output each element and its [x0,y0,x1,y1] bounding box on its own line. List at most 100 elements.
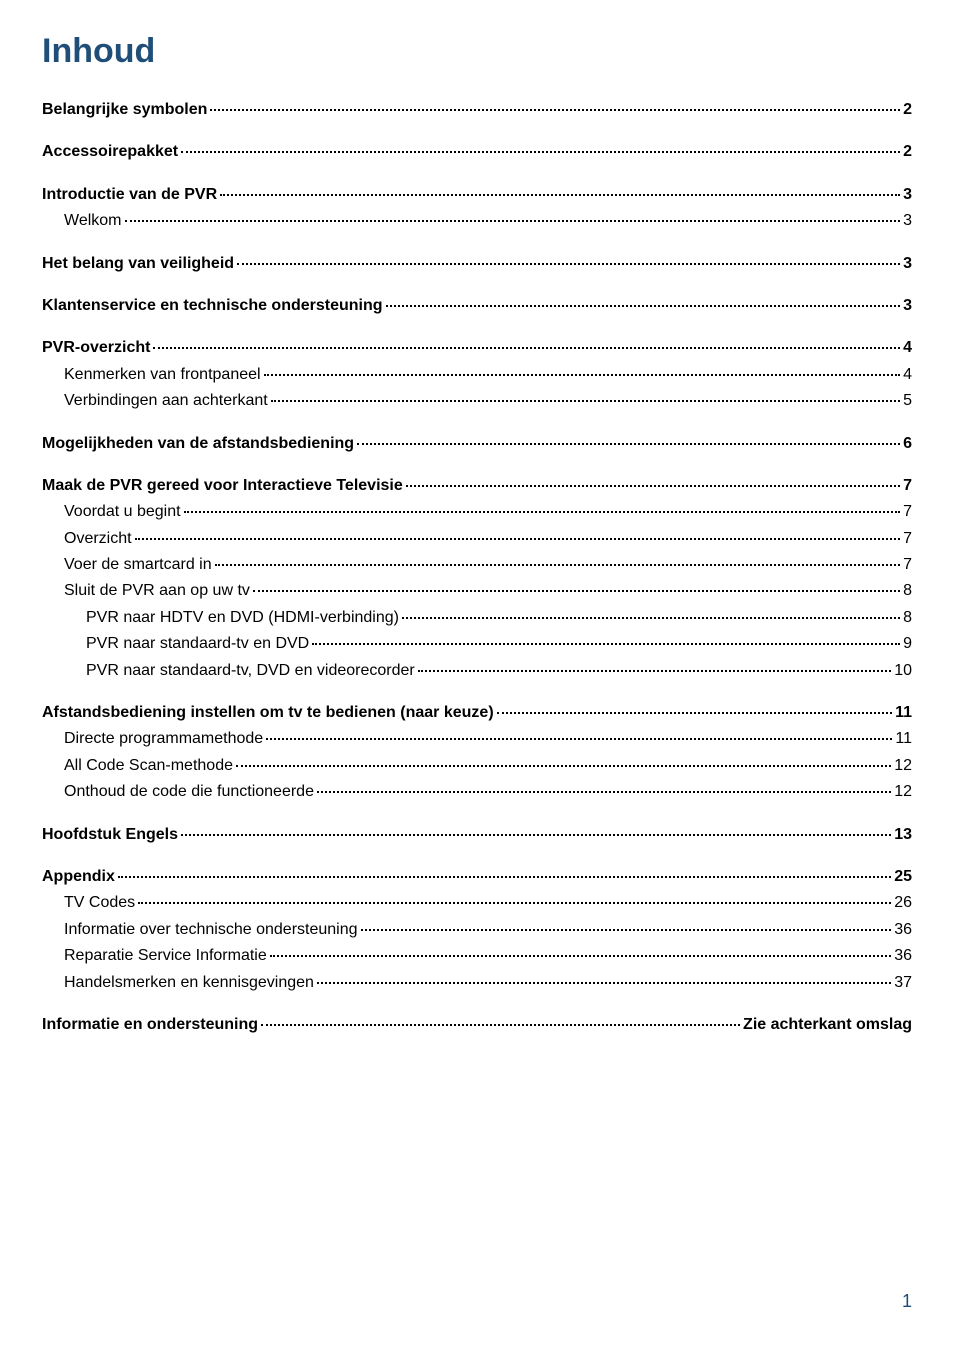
toc-entry-page: 9 [903,633,912,655]
toc-entry-label: Appendix [42,866,115,888]
toc-entry: Accessoirepakket 2 [42,141,912,163]
toc-entry-page: 11 [895,702,912,724]
toc-leader-dots [271,400,900,402]
toc-entry: Voer de smartcard in 7 [42,554,912,576]
toc-entry-page: 7 [903,554,912,576]
toc-entry-label: Voer de smartcard in [64,554,212,576]
page-number: 1 [902,1291,912,1312]
toc-entry-label: Klantenservice en technische ondersteuni… [42,295,383,317]
toc-entry-page: 2 [903,99,912,121]
toc-leader-dots [317,982,891,984]
toc-entry-page: 2 [903,141,912,163]
toc-entry: Handelsmerken en kennisgevingen37 [42,972,912,994]
toc-entry: Maak de PVR gereed voor Interactieve Tel… [42,475,912,497]
toc-leader-dots [406,485,900,487]
toc-entry: PVR naar standaard-tv, DVD en videorecor… [42,660,912,682]
toc-leader-dots [181,151,900,153]
toc-entry-page: 25 [894,866,912,888]
toc-entry-page: 36 [894,919,912,941]
toc-entry-label: Maak de PVR gereed voor Interactieve Tel… [42,475,403,497]
toc-entry-label: TV Codes [64,892,135,914]
toc-entry-page: 3 [903,184,912,206]
toc-entry-label: Verbindingen aan achterkant [64,390,268,412]
toc-entry-label: Sluit de PVR aan op uw tv [64,580,250,602]
toc-entry-label: Accessoirepakket [42,141,178,163]
toc-entry-page: 36 [894,945,912,967]
toc-leader-dots [184,511,901,513]
toc-leader-dots [125,220,901,222]
toc-entry-label: PVR naar standaard-tv en DVD [86,633,309,655]
toc-entry-label: All Code Scan-methode [64,755,233,777]
toc-entry-page: 3 [903,295,912,317]
toc-leader-dots [357,443,900,445]
toc-entry-page: 4 [903,337,912,359]
toc-leader-dots [135,538,901,540]
toc-leader-dots [138,902,891,904]
toc-entry-page: 7 [903,475,912,497]
toc-leader-dots [264,374,901,376]
page-title: Inhoud [42,32,912,71]
toc-entry-label: Mogelijkheden van de afstandsbediening [42,433,354,455]
toc-entry-label: Afstandsbediening instellen om tv te bed… [42,702,494,724]
toc-entry: Afstandsbediening instellen om tv te bed… [42,702,912,724]
toc-entry: Appendix 25 [42,866,912,888]
toc-entry: Informatie en ondersteuning Zie achterka… [42,1014,912,1036]
toc-entry-page: 26 [894,892,912,914]
toc-leader-dots [270,955,891,957]
toc-leader-dots [312,643,900,645]
toc-entry: Mogelijkheden van de afstandsbediening 6 [42,433,912,455]
toc-entry: PVR-overzicht 4 [42,337,912,359]
toc-entry: Overzicht7 [42,528,912,550]
toc-leader-dots [261,1024,740,1026]
toc-entry-label: PVR naar HDTV en DVD (HDMI-verbinding) [86,607,399,629]
toc-entry-label: Hoofdstuk Engels [42,824,178,846]
toc-entry-label: Voordat u begint [64,501,181,523]
toc-entry-label: Belangrijke symbolen [42,99,207,121]
toc-leader-dots [210,109,900,111]
toc-entry-page: 13 [894,824,912,846]
table-of-contents: Belangrijke symbolen 2 Accessoirepakket 2 In… [42,99,912,1036]
toc-entry: Klantenservice en technische ondersteuni… [42,295,912,317]
toc-entry-label: Onthoud de code die functioneerde [64,781,314,803]
toc-entry-label: Directe programmamethode [64,728,263,750]
toc-entry-page: 7 [903,501,912,523]
toc-entry-page: Zie achterkant omslag [743,1014,912,1036]
toc-leader-dots [317,791,891,793]
toc-entry: TV Codes 26 [42,892,912,914]
toc-entry-page: 8 [903,580,912,602]
toc-leader-dots [418,670,891,672]
toc-entry-page: 6 [903,433,912,455]
toc-leader-dots [220,194,900,196]
toc-entry-page: 11 [895,728,912,750]
toc-leader-dots [153,347,900,349]
toc-entry: Introductie van de PVR3 [42,184,912,206]
toc-entry: All Code Scan-methode 12 [42,755,912,777]
toc-entry: Kenmerken van frontpaneel 4 [42,364,912,386]
toc-leader-dots [386,305,901,307]
toc-entry: Belangrijke symbolen 2 [42,99,912,121]
toc-leader-dots [266,738,892,740]
toc-entry-label: PVR-overzicht [42,337,150,359]
toc-entry-page: 4 [903,364,912,386]
toc-entry: Informatie over technische ondersteuning… [42,919,912,941]
toc-entry: Het belang van veiligheid3 [42,253,912,275]
toc-entry-label: Kenmerken van frontpaneel [64,364,261,386]
toc-entry: Onthoud de code die functioneerde12 [42,781,912,803]
toc-entry: Hoofdstuk Engels 13 [42,824,912,846]
toc-entry: PVR naar standaard-tv en DVD 9 [42,633,912,655]
toc-entry-page: 37 [894,972,912,994]
toc-entry-page: 10 [894,660,912,682]
toc-entry: Directe programmamethode 11 [42,728,912,750]
toc-entry-label: PVR naar standaard-tv, DVD en videorecor… [86,660,415,682]
toc-entry-page: 3 [903,210,912,232]
toc-entry-page: 3 [903,253,912,275]
toc-leader-dots [361,929,892,931]
toc-leader-dots [237,263,900,265]
toc-leader-dots [253,590,900,592]
toc-entry-label: Overzicht [64,528,132,550]
toc-leader-dots [118,876,891,878]
toc-entry-page: 12 [894,755,912,777]
toc-entry: Voordat u begint 7 [42,501,912,523]
toc-entry-label: Informatie over technische ondersteuning [64,919,358,941]
toc-entry-label: Reparatie Service Informatie [64,945,267,967]
